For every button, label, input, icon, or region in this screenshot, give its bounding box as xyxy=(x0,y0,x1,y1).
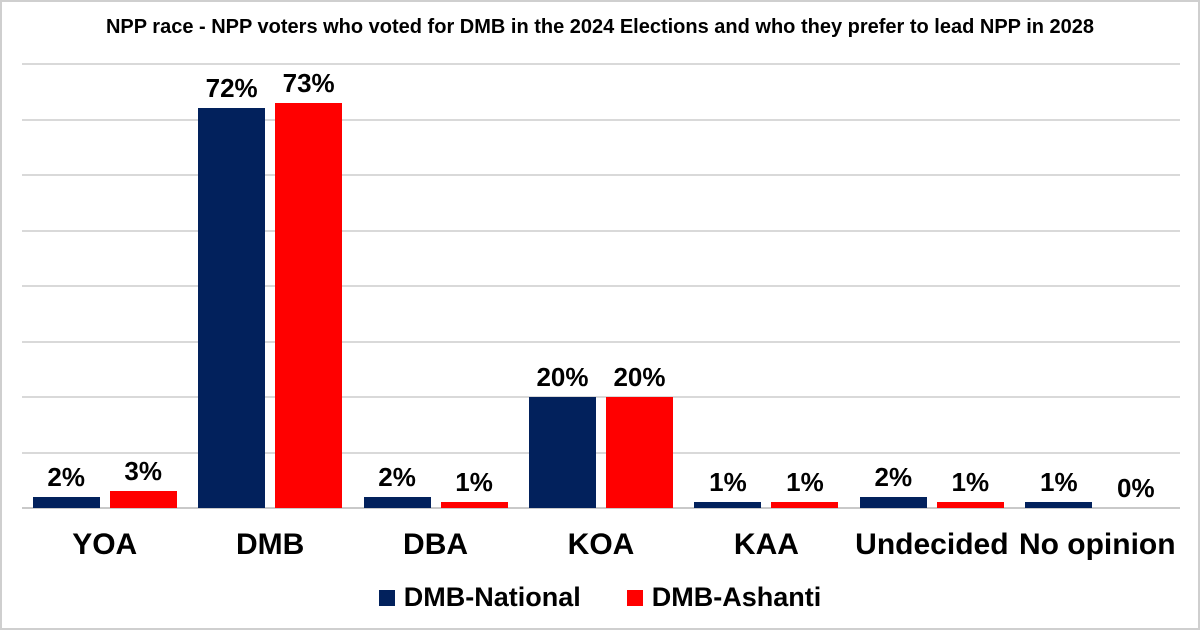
bar-DMB-Ashanti-KAA xyxy=(771,502,839,508)
data-label: 3% xyxy=(124,456,162,487)
category-label-DMB: DMB xyxy=(235,528,305,561)
category-label-DBA: DBA xyxy=(403,528,469,561)
chart-title: NPP race - NPP voters who voted for DMB … xyxy=(105,16,1095,38)
legend-label: DMB-Ashanti xyxy=(651,582,822,612)
gridline xyxy=(22,63,1180,65)
bar-DMB-Ashanti-Undecided xyxy=(936,502,1004,508)
data-label: 2% xyxy=(378,461,416,492)
x-axis-line xyxy=(22,507,1180,509)
category-label-YOA: YOA xyxy=(72,528,138,561)
legend-item-dmb-ashanti: DMB-Ashanti xyxy=(626,582,822,613)
bar-DMB-National-YOA xyxy=(32,496,100,508)
legend: DMB-National DMB-Ashanti xyxy=(2,582,1198,613)
bar-DMB-Ashanti-YOA xyxy=(109,491,177,508)
data-label: 1% xyxy=(709,467,747,498)
gridline xyxy=(22,396,1180,398)
gridline xyxy=(22,174,1180,176)
data-label: 2% xyxy=(874,461,913,492)
data-label: 1% xyxy=(455,467,493,498)
gridline xyxy=(22,285,1180,287)
category-axis: YOA DMB DBA KOA KAA Undecided No opinion xyxy=(22,528,1180,570)
data-label: 1% xyxy=(786,467,824,498)
bar-DMB-Ashanti-DBA xyxy=(440,502,508,508)
data-label: 73% xyxy=(282,67,335,98)
bar-DMB-National-DMB xyxy=(198,108,266,508)
legend-item-dmb-national: DMB-National xyxy=(378,582,581,613)
gridline xyxy=(22,118,1180,121)
gridline xyxy=(22,451,1180,454)
category-label-KOA: KOA xyxy=(567,528,635,561)
legend-swatch-red-icon xyxy=(626,589,643,606)
category-label-Undecided: Undecided xyxy=(855,528,1009,561)
gridline xyxy=(22,229,1180,232)
bar-DMB-Ashanti-DMB xyxy=(275,102,343,508)
data-label: 1% xyxy=(1039,467,1078,498)
plot-area: 2% 3% 72% 73% 2% 1% 20% 20% 1% 1% 2% 1% 1% 0% xyxy=(22,63,1180,509)
data-label: 72% xyxy=(205,73,258,104)
legend-swatch-navy-icon xyxy=(378,589,395,606)
data-label: 20% xyxy=(613,362,666,392)
bar-DMB-National-Undecided xyxy=(859,496,927,508)
bar-DMB-National-KAA xyxy=(694,502,762,508)
bar-DMB-National-DBA xyxy=(363,496,431,508)
category-label-KAA: KAA xyxy=(733,528,799,561)
bar-DMB-National-No opinion xyxy=(1025,502,1093,508)
legend-label: DMB-National xyxy=(403,582,581,612)
bar-DMB-Ashanti-KOA xyxy=(606,397,673,508)
data-label: 1% xyxy=(951,467,990,498)
data-label: 0% xyxy=(1116,473,1155,503)
gridline xyxy=(22,340,1180,343)
bar-DMB-National-KOA xyxy=(529,397,596,508)
data-label: 2% xyxy=(47,461,85,492)
data-label: 20% xyxy=(536,362,589,392)
category-label-No opinion: No opinion xyxy=(1018,528,1176,561)
